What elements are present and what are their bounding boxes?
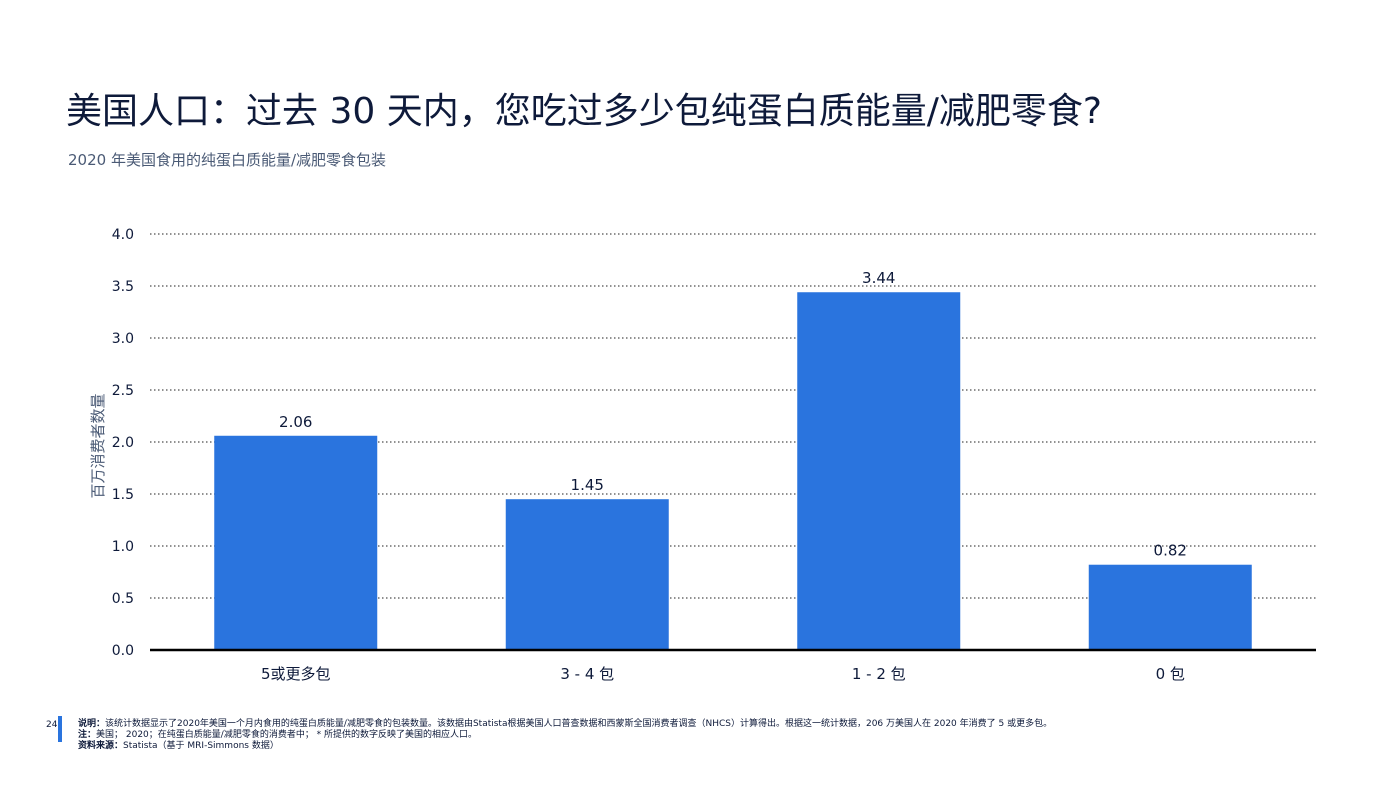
page-subtitle: 2020 年美国食用的纯蛋白质能量/减肥零食包装 [68, 151, 386, 169]
note-text: 美国； 2020；在纯蛋白质能量/减肥零食的消费者中； * 所提供的数字反映了美… [96, 730, 478, 740]
x-tick-label: 0 包 [1156, 665, 1185, 683]
y-tick-label: 2.0 [112, 435, 134, 451]
bar[interactable] [214, 435, 378, 650]
bar-value-label: 2.06 [279, 413, 312, 431]
y-tick-label: 1.0 [112, 539, 134, 555]
x-tick-label: 5或更多包 [261, 665, 331, 683]
description-label: 说明： [78, 719, 106, 729]
y-tick-label: 3.0 [112, 331, 134, 347]
bar-value-label: 0.82 [1154, 542, 1187, 560]
y-tick-label: 0.5 [112, 591, 134, 607]
page-title: 美国人口：过去 30 天内，您吃过多少包纯蛋白质能量/减肥零食? [66, 91, 1102, 132]
y-axis-label: 百万消费者数量 [89, 393, 107, 498]
page-number: 24 [46, 720, 58, 730]
x-tick-label: 1 - 2 包 [852, 665, 906, 683]
y-tick-label: 0.0 [112, 643, 134, 659]
bar[interactable] [1088, 564, 1252, 650]
y-tick-label: 3.5 [112, 279, 134, 295]
footer-notes: 说明：该统计数据显示了2020年美国一个月内食用的纯蛋白质能量/减肥零食的包装数… [78, 719, 1052, 752]
y-tick-label: 2.5 [112, 383, 134, 399]
description-text: 该统计数据显示了2020年美国一个月内食用的纯蛋白质能量/减肥零食的包装数量。该… [105, 719, 1053, 729]
bar-value-label: 3.44 [862, 269, 895, 287]
y-tick-label: 4.0 [112, 227, 134, 243]
bar[interactable] [505, 499, 669, 650]
bar[interactable] [797, 292, 961, 650]
y-tick-label: 1.5 [112, 487, 134, 503]
footer-accent-bar [58, 716, 62, 742]
source-label: 资料来源： [78, 741, 124, 751]
source-text: Statista（基于 MRI-Simmons 数据） [123, 741, 279, 751]
x-tick-label: 3 - 4 包 [560, 665, 614, 683]
note-label: 注： [78, 730, 97, 740]
bar-value-label: 1.45 [571, 476, 604, 494]
